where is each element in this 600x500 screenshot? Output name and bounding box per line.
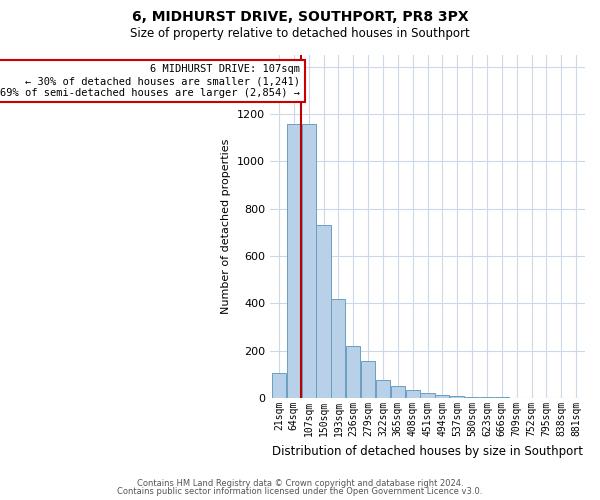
Bar — [361, 362, 375, 398]
Bar — [406, 390, 420, 398]
Bar — [316, 226, 331, 398]
Bar — [436, 394, 449, 398]
Bar — [331, 298, 346, 398]
Bar — [302, 124, 316, 398]
Bar — [272, 373, 286, 398]
Text: Size of property relative to detached houses in Southport: Size of property relative to detached ho… — [130, 28, 470, 40]
Text: Contains public sector information licensed under the Open Government Licence v3: Contains public sector information licen… — [118, 487, 482, 496]
Text: 6, MIDHURST DRIVE, SOUTHPORT, PR8 3PX: 6, MIDHURST DRIVE, SOUTHPORT, PR8 3PX — [131, 10, 469, 24]
X-axis label: Distribution of detached houses by size in Southport: Distribution of detached houses by size … — [272, 444, 583, 458]
Bar — [346, 346, 360, 398]
Bar — [421, 394, 434, 398]
Y-axis label: Number of detached properties: Number of detached properties — [221, 139, 232, 314]
Bar — [376, 380, 390, 398]
Text: Contains HM Land Registry data © Crown copyright and database right 2024.: Contains HM Land Registry data © Crown c… — [137, 478, 463, 488]
Bar — [287, 124, 301, 398]
Bar — [450, 396, 464, 398]
Bar — [465, 397, 479, 398]
Text: 6 MIDHURST DRIVE: 107sqm
← 30% of detached houses are smaller (1,241)
69% of sem: 6 MIDHURST DRIVE: 107sqm ← 30% of detach… — [1, 64, 301, 98]
Bar — [391, 386, 405, 398]
